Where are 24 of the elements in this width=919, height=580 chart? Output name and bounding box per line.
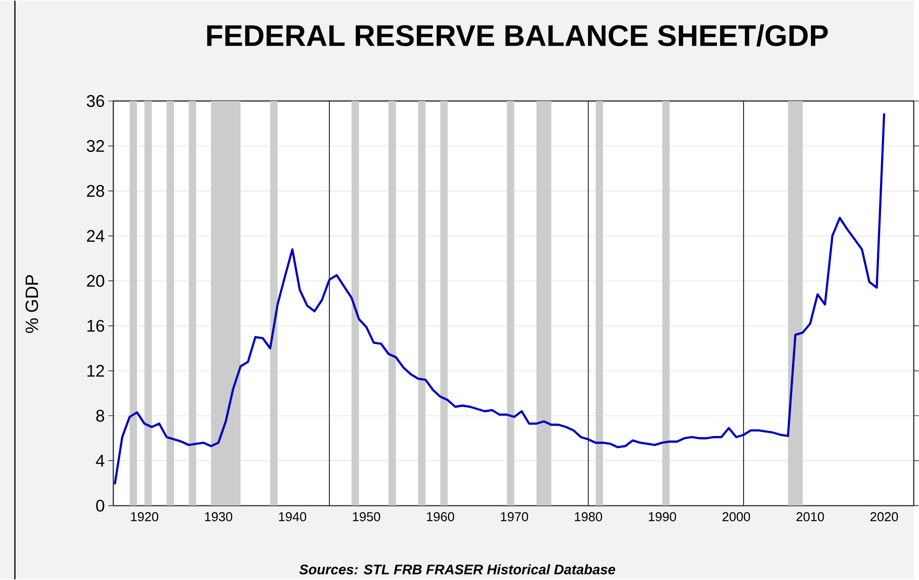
- x-tick-label: 1930: [205, 512, 232, 522]
- x-tick-label: 2000: [722, 512, 750, 522]
- y-tick-label: 12: [87, 364, 104, 377]
- y-tick-label: 28: [87, 185, 104, 197]
- x-tick-label: 1960: [426, 512, 454, 522]
- source-note: Sources: STL FRB FRASER Historical Database: [299, 564, 616, 574]
- x-tick-label: 1980: [574, 512, 602, 522]
- x-tick-label: 1970: [500, 512, 528, 522]
- y-tick-label: 16: [87, 320, 104, 332]
- y-axis-title: % GDP: [25, 275, 38, 333]
- y-tick-label: 32: [86, 140, 104, 152]
- y-tick-label: 36: [86, 95, 104, 108]
- x-tick-label: 2010: [796, 512, 824, 522]
- x-tick-label: 2020: [870, 512, 898, 522]
- chart-title: FEDERAL RESERVE BALANCE SHEET/GDP: [207, 24, 828, 47]
- x-tick-label: 1940: [279, 512, 306, 522]
- y-tick-label: 20: [87, 274, 104, 287]
- x-tick-label: 1950: [352, 512, 380, 522]
- y-tick-label: 0: [96, 500, 104, 512]
- y-tick-label: 8: [96, 410, 104, 422]
- x-tick-label: 1920: [131, 512, 158, 522]
- x-tick-label: 1990: [648, 512, 676, 522]
- y-tick-label: 4: [96, 454, 104, 467]
- y-tick-label: 24: [87, 230, 104, 242]
